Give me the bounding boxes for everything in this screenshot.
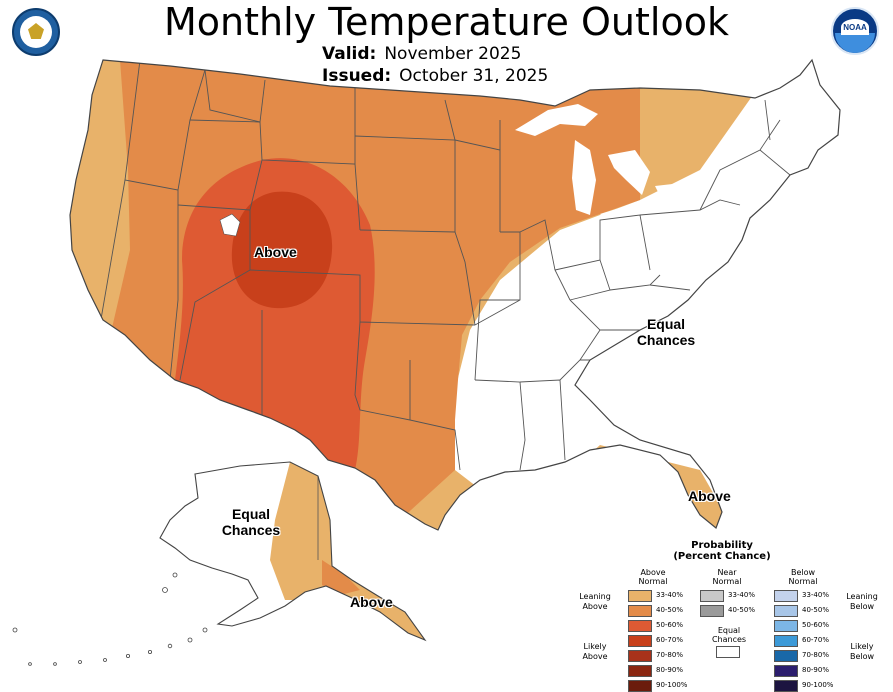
legend-leaning-above-2: Above: [582, 602, 608, 611]
label-equal-east-line1: Equal: [646, 316, 686, 332]
legend-below-swatch-4: [774, 635, 798, 647]
legend-above-value-6: 80-90%: [656, 666, 683, 674]
legend-leaning-below: Leaning: [846, 592, 878, 601]
label-equal-alaska: Equal Chances: [218, 506, 284, 538]
legend-near-header: Near: [717, 568, 737, 577]
label-above-rockies: Above: [254, 244, 297, 260]
legend-equal-label-2: Chances: [711, 635, 747, 644]
issued-line: Issued: October 31, 2025: [322, 66, 548, 86]
legend-above-value-3: 50-60%: [656, 621, 683, 629]
legend-above-swatch-7: [628, 680, 652, 692]
legend-below-header: Below: [790, 568, 816, 577]
legend-near-header-2: Normal: [712, 577, 742, 586]
legend-below-value-3: 50-60%: [802, 621, 829, 629]
legend-below-value-7: 90-100%: [802, 681, 834, 689]
legend-near-value-1: 33-40%: [728, 591, 755, 599]
legend-likely-above-2: Above: [582, 652, 608, 661]
legend-near-value-2: 40-50%: [728, 606, 755, 614]
legend-above-swatch-6: [628, 665, 652, 677]
label-equal-alaska-line1: Equal: [231, 506, 271, 522]
legend-above-swatch-1: [628, 590, 652, 602]
valid-line: Valid: November 2025: [322, 44, 521, 64]
legend-swatch-equal: [716, 646, 740, 658]
legend-above-swatch-4: [628, 635, 652, 647]
legend-above-value-4: 60-70%: [656, 636, 683, 644]
legend-heading: Probability: [691, 540, 753, 551]
legend-above-swatch-3: [628, 620, 652, 632]
legend-above-header-2: Normal: [638, 577, 668, 586]
noaa-logo-text: NOAA: [843, 23, 867, 32]
legend-below-value-5: 70-80%: [802, 651, 829, 659]
label-equal-alaska-line2: Chances: [221, 522, 281, 538]
legend-below-swatch-1: [774, 590, 798, 602]
legend-leaning-below-2: Below: [849, 602, 875, 611]
map-title: Monthly Temperature Outlook: [164, 0, 729, 44]
legend-leaning-above: Leaning: [579, 592, 611, 601]
label-equal-east: Equal Chances: [636, 316, 696, 348]
legend-above-swatch-2: [628, 605, 652, 617]
legend-below-swatch-7: [774, 680, 798, 692]
legend-likely-below-2: Below: [849, 652, 875, 661]
legend-likely-below: Likely: [850, 642, 874, 651]
legend-below-value-2: 40-50%: [802, 606, 829, 614]
legend-above-value-7: 90-100%: [656, 681, 688, 689]
legend-below-swatch-3: [774, 620, 798, 632]
noaa-logo-icon: NOAA: [831, 7, 879, 55]
commerce-seal-icon: [12, 8, 60, 56]
legend-below-value-4: 60-70%: [802, 636, 829, 644]
issued-value: October 31, 2025: [399, 66, 549, 86]
valid-value: November 2025: [384, 44, 522, 64]
legend-above-swatch-5: [628, 650, 652, 662]
label-above-alaska: Above: [350, 594, 393, 610]
legend-near-swatch-1: [700, 590, 724, 602]
legend-above-value-2: 40-50%: [656, 606, 683, 614]
legend-below-swatch-2: [774, 605, 798, 617]
label-equal-east-line2: Chances: [636, 332, 696, 348]
issued-label: Issued:: [322, 66, 392, 86]
legend-below-swatch-6: [774, 665, 798, 677]
legend-above-header: Above: [640, 568, 666, 577]
legend-above-value-5: 70-80%: [656, 651, 683, 659]
legend-above-value-1: 33-40%: [656, 591, 683, 599]
legend-below-swatch-5: [774, 650, 798, 662]
legend-near-swatch-2: [700, 605, 724, 617]
legend-likely-above: Likely: [583, 642, 607, 651]
legend-below-value-1: 33-40%: [802, 591, 829, 599]
legend-equal-label: Equal: [717, 626, 741, 635]
legend-below-header-2: Normal: [788, 577, 818, 586]
legend-subheading: (Percent Chance): [673, 551, 771, 562]
valid-label: Valid:: [322, 44, 377, 64]
legend-below-value-6: 80-90%: [802, 666, 829, 674]
label-above-florida: Above: [688, 488, 731, 504]
